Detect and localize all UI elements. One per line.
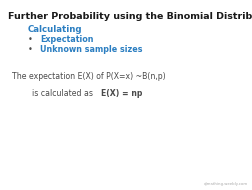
- Text: E(X) = np: E(X) = np: [101, 89, 142, 98]
- Text: Unknown sample sizes: Unknown sample sizes: [40, 45, 142, 54]
- Text: •: •: [28, 45, 33, 54]
- Text: •: •: [28, 35, 33, 44]
- Text: Further Probability using the Binomial Distribution: Further Probability using the Binomial D…: [8, 12, 252, 21]
- Text: The expectation E(X) of P(X=x) ~B(n,p): The expectation E(X) of P(X=x) ~B(n,p): [12, 72, 165, 81]
- Text: qlmathing.weebly.com: qlmathing.weebly.com: [203, 182, 247, 186]
- Text: Expectation: Expectation: [40, 35, 93, 44]
- Text: is calculated as: is calculated as: [32, 89, 95, 98]
- Text: Calculating: Calculating: [28, 25, 82, 34]
